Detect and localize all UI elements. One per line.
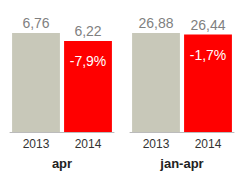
svg-text:2013: 2013: [23, 137, 50, 151]
svg-text:26,88: 26,88: [138, 15, 173, 31]
svg-text:-1,7%: -1,7%: [190, 47, 227, 63]
svg-text:26,44: 26,44: [190, 17, 225, 33]
svg-text:2013: 2013: [143, 137, 170, 151]
svg-text:2014: 2014: [75, 137, 102, 151]
svg-text:2014: 2014: [195, 137, 222, 151]
svg-text:-7,9%: -7,9%: [70, 53, 107, 69]
svg-text:6,22: 6,22: [74, 23, 101, 39]
svg-text:jan-apr: jan-apr: [159, 156, 203, 171]
svg-text:6,76: 6,76: [22, 15, 49, 31]
svg-text:apr: apr: [52, 156, 72, 171]
